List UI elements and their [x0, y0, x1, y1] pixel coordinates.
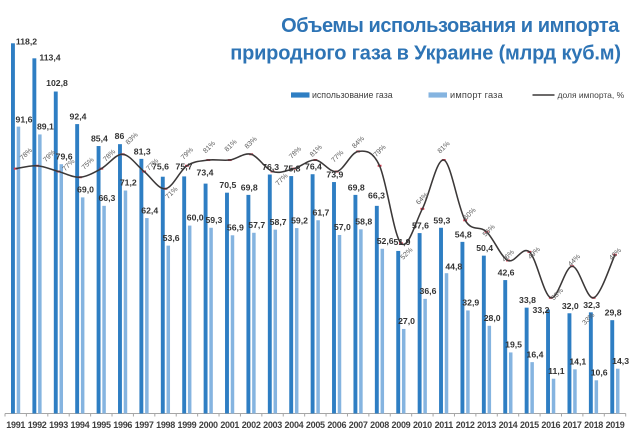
svg-text:102,8: 102,8 [46, 78, 68, 88]
svg-text:69,8: 69,8 [348, 182, 365, 192]
svg-text:27,0: 27,0 [398, 316, 415, 326]
svg-text:2016: 2016 [541, 420, 560, 430]
svg-text:19,5: 19,5 [505, 340, 522, 350]
svg-text:природного газа в Украине (млр: природного газа в Украине (млрд куб.м) [230, 43, 621, 65]
svg-text:2017: 2017 [563, 420, 582, 430]
svg-text:85,4: 85,4 [91, 134, 108, 144]
svg-text:2006: 2006 [327, 420, 346, 430]
svg-text:2005: 2005 [306, 420, 325, 430]
svg-text:69,0: 69,0 [77, 185, 94, 195]
svg-text:58,8: 58,8 [355, 217, 372, 227]
svg-text:28,0: 28,0 [484, 313, 501, 323]
svg-text:2011: 2011 [435, 420, 454, 430]
svg-text:16,4: 16,4 [527, 349, 544, 359]
svg-text:66,3: 66,3 [368, 190, 385, 200]
svg-text:1994: 1994 [70, 420, 89, 430]
svg-text:33,8: 33,8 [519, 295, 536, 305]
svg-text:62,4: 62,4 [141, 205, 158, 215]
svg-text:1996: 1996 [113, 420, 132, 430]
svg-text:2003: 2003 [263, 420, 282, 430]
svg-text:59,3: 59,3 [205, 215, 222, 225]
svg-text:79,6: 79,6 [56, 151, 73, 161]
svg-text:70,5: 70,5 [219, 180, 236, 190]
svg-text:44,8: 44,8 [445, 261, 462, 271]
svg-text:60,0: 60,0 [187, 213, 204, 223]
svg-text:1993: 1993 [49, 420, 68, 430]
svg-text:Объемы использования и импорта: Объемы использования и импорта [281, 15, 620, 37]
svg-text:1991: 1991 [6, 420, 25, 430]
svg-text:58,7: 58,7 [270, 217, 287, 227]
svg-text:57,7: 57,7 [248, 220, 265, 230]
svg-text:1998: 1998 [156, 420, 175, 430]
svg-text:61,7: 61,7 [312, 207, 329, 217]
svg-text:89,1: 89,1 [37, 122, 54, 132]
svg-text:71,2: 71,2 [120, 178, 137, 188]
svg-text:42,6: 42,6 [498, 268, 515, 278]
svg-text:11,1: 11,1 [548, 366, 565, 376]
svg-text:1997: 1997 [135, 420, 154, 430]
svg-text:10,6: 10,6 [591, 368, 608, 378]
svg-text:2019: 2019 [606, 420, 625, 430]
svg-text:57,6: 57,6 [412, 221, 429, 231]
svg-text:76,3: 76,3 [262, 162, 279, 172]
svg-text:2004: 2004 [285, 420, 304, 430]
svg-text:75,8: 75,8 [284, 164, 301, 174]
svg-text:91,6: 91,6 [16, 114, 33, 124]
svg-text:1999: 1999 [178, 420, 197, 430]
svg-text:73,9: 73,9 [326, 170, 343, 180]
svg-text:52,6: 52,6 [377, 236, 394, 246]
svg-text:59,3: 59,3 [433, 215, 450, 225]
svg-text:использование газа: использование газа [312, 90, 393, 100]
svg-text:69,8: 69,8 [241, 182, 258, 192]
svg-text:2015: 2015 [520, 420, 539, 430]
svg-text:81,3: 81,3 [134, 146, 151, 156]
svg-text:14,1: 14,1 [569, 357, 586, 367]
svg-text:14,3: 14,3 [612, 356, 629, 366]
svg-text:доля импорта, %: доля импорта, % [558, 90, 625, 100]
svg-text:50,4: 50,4 [476, 243, 493, 253]
svg-text:75,6: 75,6 [152, 161, 169, 171]
svg-text:36,6: 36,6 [420, 286, 437, 296]
svg-text:2000: 2000 [199, 420, 218, 430]
svg-text:2014: 2014 [499, 420, 518, 430]
svg-text:2002: 2002 [242, 420, 261, 430]
svg-text:51,9: 51,9 [394, 237, 411, 247]
svg-text:59,2: 59,2 [291, 215, 308, 225]
svg-text:113,4: 113,4 [39, 53, 60, 63]
svg-text:92,4: 92,4 [70, 112, 87, 122]
svg-text:66,3: 66,3 [98, 193, 115, 203]
svg-text:33,2: 33,2 [533, 305, 550, 315]
svg-text:86: 86 [115, 131, 125, 141]
svg-text:57,0: 57,0 [334, 222, 351, 232]
svg-text:2010: 2010 [413, 420, 432, 430]
svg-text:76,4: 76,4 [305, 162, 322, 172]
svg-text:2008: 2008 [370, 420, 389, 430]
svg-text:2001: 2001 [220, 420, 239, 430]
svg-text:53,6: 53,6 [163, 233, 180, 243]
svg-text:73,4: 73,4 [197, 168, 214, 178]
svg-text:1995: 1995 [92, 420, 111, 430]
svg-text:2012: 2012 [456, 420, 475, 430]
svg-text:75,7: 75,7 [176, 161, 193, 171]
svg-text:2009: 2009 [392, 420, 411, 430]
svg-text:32,3: 32,3 [583, 300, 600, 310]
svg-text:1992: 1992 [28, 420, 47, 430]
svg-text:118,2: 118,2 [16, 37, 37, 47]
svg-text:2018: 2018 [584, 420, 603, 430]
svg-text:2013: 2013 [477, 420, 496, 430]
svg-text:56,9: 56,9 [227, 222, 244, 232]
svg-text:32,9: 32,9 [462, 298, 479, 308]
svg-text:2007: 2007 [349, 420, 368, 430]
svg-text:29,8: 29,8 [605, 308, 622, 318]
svg-text:54,8: 54,8 [455, 229, 472, 239]
svg-text:импорт газа: импорт газа [450, 90, 504, 100]
svg-text:32,0: 32,0 [562, 301, 579, 311]
